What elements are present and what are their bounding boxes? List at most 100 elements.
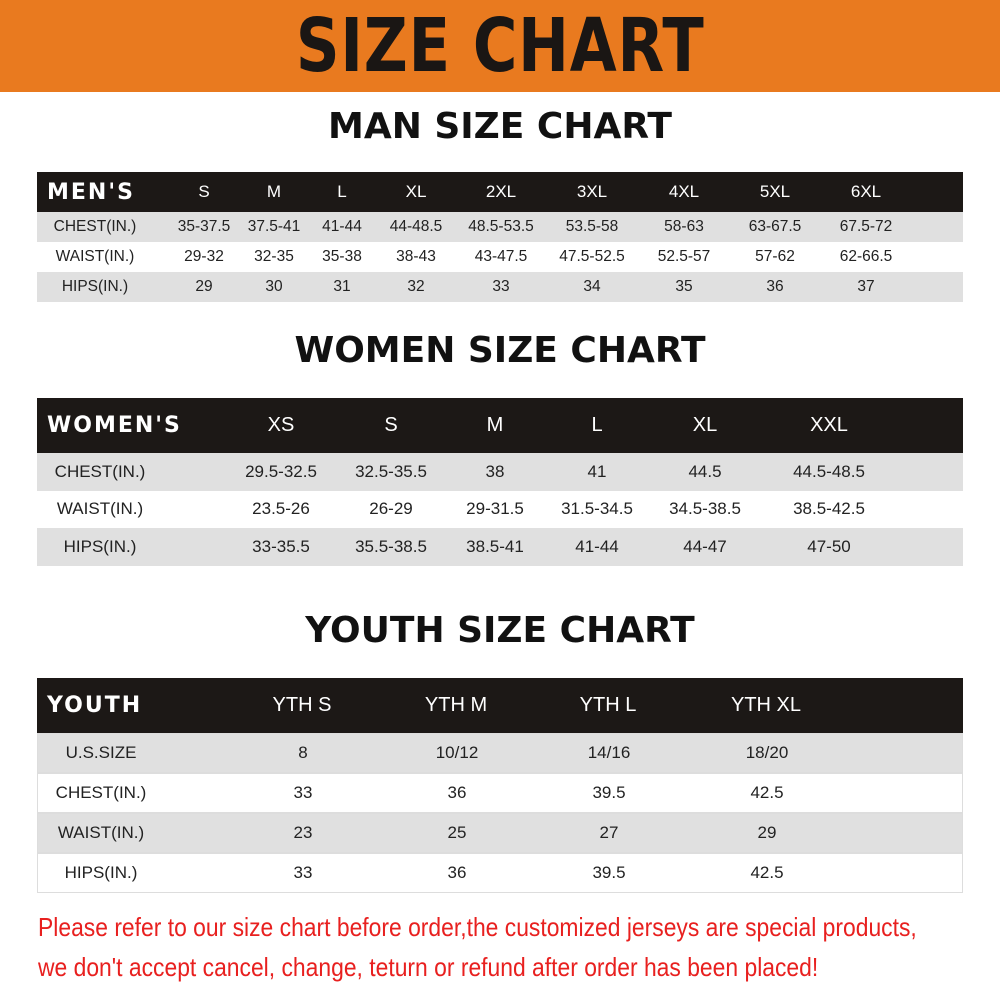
size-header: 5XL	[759, 182, 791, 201]
table-cell: 34	[583, 278, 601, 295]
size-header: M	[486, 414, 504, 436]
table-cell: 39.5	[592, 863, 626, 882]
size-header: YTH M	[424, 694, 488, 716]
women-header-label: WOMEN'S	[47, 413, 182, 438]
men-title: MAN SIZE CHART	[328, 106, 672, 147]
size-header: 4XL	[668, 182, 700, 201]
row-label: WAIST(IN.)	[55, 248, 135, 265]
table-cell: 41-44	[575, 536, 619, 556]
table-cell: 18/20	[745, 743, 789, 762]
size-header: 6XL	[850, 182, 882, 201]
table-cell: 67.5-72	[839, 218, 893, 235]
size-header: XL	[405, 182, 427, 201]
table-cell: 27	[599, 823, 619, 842]
row-label: U.S.SIZE	[65, 743, 137, 762]
table-cell: 48.5-53.5	[468, 218, 534, 235]
size-header: YTH S	[272, 694, 332, 716]
row-label: CHEST(IN.)	[54, 461, 146, 481]
table-cell: 44-47	[683, 536, 727, 556]
table-cell: 39.5	[592, 783, 626, 802]
banner: SIZE CHART	[0, 0, 1000, 92]
table-cell: 35-37.5	[177, 218, 231, 235]
table-cell: 44.5	[688, 461, 722, 481]
row-label: WAIST(IN.)	[57, 823, 145, 842]
table-cell: 38.5-42.5	[793, 499, 865, 519]
table-cell: 8	[298, 743, 308, 762]
table-cell: 47.5-52.5	[559, 248, 625, 265]
row-label: HIPS(IN.)	[63, 536, 137, 556]
table-row: U.S.SIZE 8 10/12 14/16 18/20	[37, 733, 963, 773]
table-cell: 23.5-26	[252, 499, 310, 519]
size-header: S	[384, 414, 398, 436]
table-cell: 29-32	[184, 248, 224, 265]
table-cell: 32-35	[254, 248, 294, 265]
table-row: WAIST(IN.) 23.5-26 26-29 29-31.5 31.5-34.5 34…	[37, 490, 963, 528]
table-cell: 25	[447, 823, 467, 842]
table-cell: 33-35.5	[252, 536, 310, 556]
table-row: HIPS(IN.) 33 36 39.5 42.5	[37, 853, 963, 893]
table-row: CHEST(IN.) 35-37.5 37.5-41 41-44 44-48.5 48.5…	[37, 212, 963, 242]
table-row: WAIST(IN.) 29-32 32-35 35-38 38-43 43-47.5 47.…	[37, 242, 963, 272]
table-cell: 31.5-34.5	[561, 499, 633, 519]
table-cell: 42.5	[750, 783, 784, 802]
table-row: WAIST(IN.) 23 25 27 29	[37, 813, 963, 853]
women-title: WOMEN SIZE CHART	[294, 330, 706, 371]
table-cell: 63-67.5	[748, 218, 802, 235]
notice-line-2: we don't accept cancel, change, teturn o…	[38, 952, 819, 982]
table-cell: 38	[485, 461, 505, 481]
table-row: HIPS(IN.) 33-35.5 35.5-38.5 38.5-41 41-44 44-…	[37, 528, 963, 566]
size-header: XXL	[810, 414, 848, 436]
table-cell: 53.5-58	[565, 218, 619, 235]
table-cell: 35-38	[322, 248, 362, 265]
table-cell: 41-44	[322, 218, 362, 235]
table-cell: 57-62	[755, 248, 795, 265]
table-cell: 29	[195, 278, 213, 295]
table-cell: 33	[293, 863, 313, 882]
table-cell: 32.5-35.5	[355, 461, 427, 481]
table-cell: 62-66.5	[839, 248, 893, 265]
table-cell: 58-63	[664, 218, 704, 235]
table-cell: 23	[293, 823, 313, 842]
table-cell: 33	[293, 783, 313, 802]
size-header: YTH XL	[730, 694, 802, 716]
table-cell: 10/12	[435, 743, 479, 762]
size-header: L	[591, 414, 603, 436]
table-cell: 47-50	[807, 536, 851, 556]
men-header-row: MEN'S S M L XL 2XL 3XL 4XL 5XL 6XL	[37, 172, 963, 212]
size-header: YTH L	[579, 694, 637, 716]
table-cell: 36	[447, 783, 467, 802]
youth-title: YOUTH SIZE CHART	[305, 610, 695, 651]
table-cell: 44-48.5	[389, 218, 443, 235]
row-label: WAIST(IN.)	[56, 499, 144, 519]
table-cell: 42.5	[750, 863, 784, 882]
women-header-row: WOMEN'S XS S M L XL XXL	[37, 398, 963, 453]
table-cell: 44.5-48.5	[793, 461, 865, 481]
table-cell: 29	[757, 823, 777, 842]
table-cell: 29-31.5	[466, 499, 524, 519]
row-label: CHEST(IN.)	[53, 218, 137, 235]
row-label: HIPS(IN.)	[64, 863, 138, 882]
table-cell: 26-29	[369, 499, 413, 519]
youth-header-row: YOUTH YTH S YTH M YTH L YTH XL	[37, 678, 963, 733]
men-header-label: MEN'S	[47, 179, 135, 205]
table-cell: 36	[766, 278, 784, 295]
size-header: 2XL	[485, 182, 517, 201]
table-cell: 30	[265, 278, 283, 295]
notice-line-1: Please refer to our size chart before or…	[38, 912, 917, 942]
table-cell: 33	[492, 278, 510, 295]
table-cell: 36	[447, 863, 467, 882]
table-cell: 38-43	[396, 248, 436, 265]
table-cell: 37.5-41	[247, 218, 301, 235]
table-row: HIPS(IN.) 29 30 31 32 33 34 35 36 37	[37, 272, 963, 302]
size-header: L	[337, 182, 347, 201]
table-cell: 37	[857, 278, 875, 295]
table-cell: 34.5-38.5	[669, 499, 741, 519]
table-row: CHEST(IN.) 29.5-32.5 32.5-35.5 38 41 44.5 44.5…	[37, 453, 963, 491]
size-header: XL	[692, 414, 718, 436]
table-cell: 14/16	[587, 743, 631, 762]
table-cell: 35.5-38.5	[355, 536, 427, 556]
size-header: 3XL	[576, 182, 608, 201]
size-header: XS	[267, 414, 295, 436]
banner-title: SIZE CHART	[295, 3, 705, 89]
table-cell: 31	[333, 278, 351, 295]
